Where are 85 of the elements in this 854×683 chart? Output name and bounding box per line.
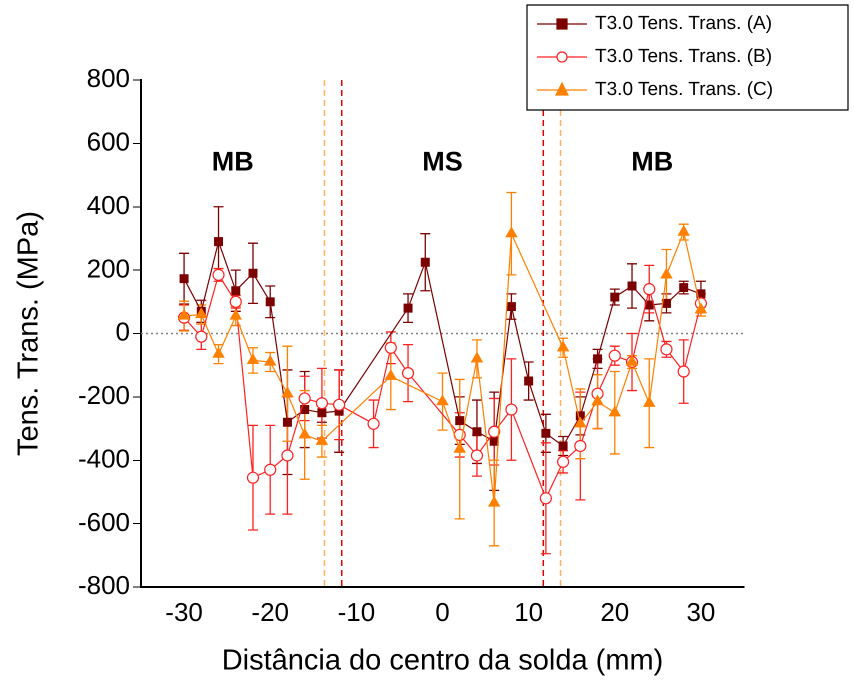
point [455, 416, 464, 426]
point [506, 302, 516, 312]
point [247, 354, 259, 364]
point [628, 281, 637, 290]
point [678, 365, 690, 378]
point [404, 304, 413, 313]
y-tick-label: -600 [78, 506, 130, 537]
x-tick-label: -30 [165, 596, 203, 627]
x-tick-label: 10 [514, 596, 544, 627]
point [608, 350, 621, 362]
point [333, 398, 346, 411]
point [557, 341, 569, 352]
point [643, 396, 656, 407]
point [472, 427, 482, 436]
point [367, 418, 380, 430]
point [593, 354, 602, 364]
point [558, 442, 568, 450]
point [248, 268, 258, 278]
point [281, 449, 294, 462]
point [212, 347, 224, 358]
annotation: MS [422, 146, 463, 176]
point [592, 395, 604, 406]
point [420, 258, 430, 267]
annotation: MB [212, 146, 254, 176]
point [662, 298, 671, 308]
y-tick-label: -400 [78, 443, 130, 474]
point [626, 355, 638, 366]
point [264, 355, 276, 366]
y-tick-label: 200 [86, 253, 130, 284]
y-tick-label: 800 [86, 63, 130, 94]
x-axis-title: Distância do centro da solda (mm) [222, 644, 664, 677]
point [574, 440, 586, 452]
point [574, 417, 586, 428]
y-axis-title: Tens. Trans. (MPa) [12, 211, 44, 456]
x-tick-label: 30 [686, 596, 716, 627]
point [282, 387, 294, 398]
x-tick-label: -10 [338, 596, 376, 627]
point [384, 342, 397, 354]
point [678, 226, 690, 236]
point [230, 309, 242, 320]
point [557, 456, 570, 468]
point [264, 464, 276, 476]
point [660, 268, 672, 278]
point [266, 297, 275, 306]
point [608, 406, 621, 416]
point [488, 496, 500, 507]
point [231, 286, 240, 296]
point [488, 426, 500, 438]
point [541, 428, 550, 438]
point [282, 418, 292, 427]
point [402, 367, 414, 380]
point [246, 472, 260, 484]
y-tick-label: -200 [78, 380, 130, 410]
point [316, 434, 328, 445]
point [540, 492, 552, 504]
legend-label: T3.0 Tens. Trans. (A) [595, 13, 772, 34]
point [695, 303, 707, 314]
legend-label: T3.0 Tens. Trans. (B) [595, 46, 772, 68]
point [524, 376, 534, 386]
point [195, 330, 208, 343]
point [436, 395, 448, 406]
point [643, 283, 656, 296]
x-tick-label: 0 [435, 596, 450, 627]
point [298, 428, 310, 438]
point [180, 274, 189, 284]
point [506, 227, 518, 238]
point [196, 308, 208, 318]
legend-label: T3.0 Tens. Trans. (C) [595, 79, 774, 100]
point [385, 370, 397, 380]
point [298, 392, 311, 405]
annotation: MB [631, 146, 674, 176]
y-tick-label: 400 [86, 190, 130, 220]
point [214, 237, 224, 246]
y-tick-label: -800 [78, 570, 130, 600]
point [471, 352, 483, 362]
point [470, 449, 484, 462]
point [317, 408, 326, 418]
point [316, 397, 328, 410]
y-tick-label: 600 [86, 126, 130, 157]
x-tick-label: 20 [600, 596, 630, 627]
point [505, 403, 518, 416]
point [178, 309, 190, 320]
point [454, 442, 466, 453]
y-tick-label: 0 [116, 316, 130, 347]
x-tick-label: -20 [251, 596, 290, 627]
